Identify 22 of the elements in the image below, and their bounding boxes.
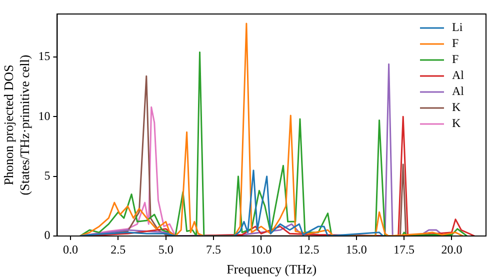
legend-label: K [452, 116, 461, 130]
x-tick-label: 20.0 [441, 242, 462, 256]
x-tick-label: 2.5 [110, 242, 126, 256]
x-tick-label: 7.5 [206, 242, 221, 256]
y-tick-label: 5 [44, 168, 50, 182]
x-tick-label: 0.0 [63, 242, 78, 256]
x-axis-title: Frequency (THz) [226, 262, 317, 277]
x-tick-label: 17.5 [394, 242, 415, 256]
y-tick-label: 15 [38, 49, 50, 64]
x-tick-label: 10.0 [250, 242, 272, 256]
y-tick-label: 0 [44, 228, 50, 242]
legend-label: K [452, 100, 461, 114]
x-tick-label: 12.5 [298, 242, 320, 256]
legend-label: Li [452, 20, 464, 34]
legend-label: F [452, 36, 459, 50]
x-tick-label: 15.0 [346, 242, 367, 256]
legend-label: F [452, 52, 459, 66]
legend-label: Al [452, 68, 465, 82]
y-tick-label: 10 [38, 108, 50, 123]
legend-label: Al [452, 84, 465, 98]
x-tick-label: 5.0 [158, 242, 174, 256]
y-axis-title: Phonon projected DOS (States/THz·primitive cell) [1, 54, 32, 196]
